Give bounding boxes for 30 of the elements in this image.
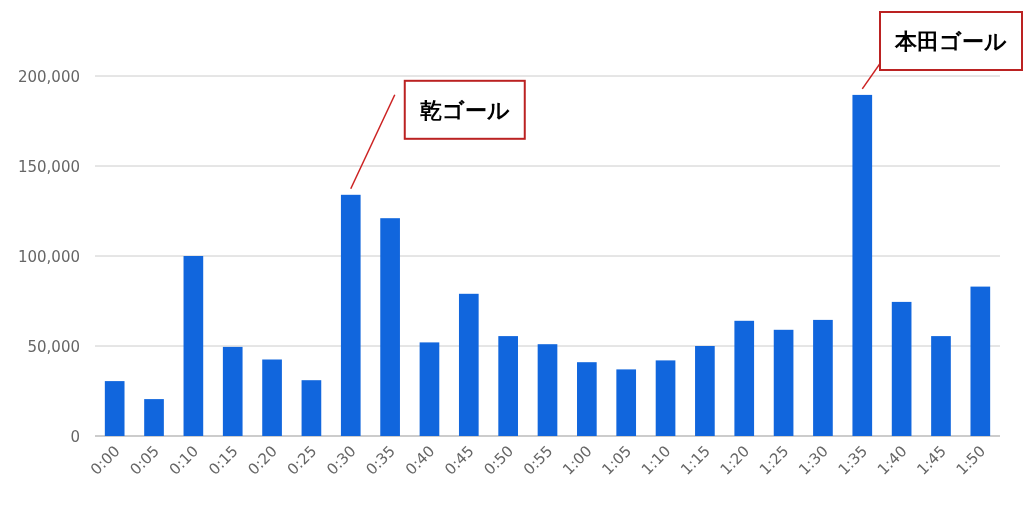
bar xyxy=(380,218,400,436)
bar xyxy=(301,380,322,436)
bar xyxy=(262,359,282,436)
bar xyxy=(931,336,951,436)
bar xyxy=(104,381,125,436)
y-tick-label: 150,000 xyxy=(17,158,80,176)
bar xyxy=(970,286,991,436)
bar xyxy=(852,94,873,436)
bar xyxy=(222,346,243,436)
bar xyxy=(183,256,204,436)
bar xyxy=(813,319,833,436)
bar xyxy=(419,342,440,436)
annotation: 乾ゴール xyxy=(419,97,510,123)
bar xyxy=(340,194,361,436)
y-tick-label: 200,000 xyxy=(17,68,80,86)
bar xyxy=(537,344,558,436)
bar xyxy=(655,360,676,436)
bar xyxy=(734,320,755,436)
bar xyxy=(144,399,164,436)
bar xyxy=(891,301,912,436)
bar xyxy=(773,329,794,436)
y-tick-label: 50,000 xyxy=(27,338,80,356)
bar xyxy=(577,362,597,436)
y-tick-label: 100,000 xyxy=(17,248,80,266)
annotation: 本田ゴール xyxy=(894,29,1007,54)
bar xyxy=(616,369,637,436)
y-tick-label: 0 xyxy=(70,428,80,446)
bar xyxy=(695,346,715,436)
bar xyxy=(498,336,518,436)
bar xyxy=(458,293,479,436)
